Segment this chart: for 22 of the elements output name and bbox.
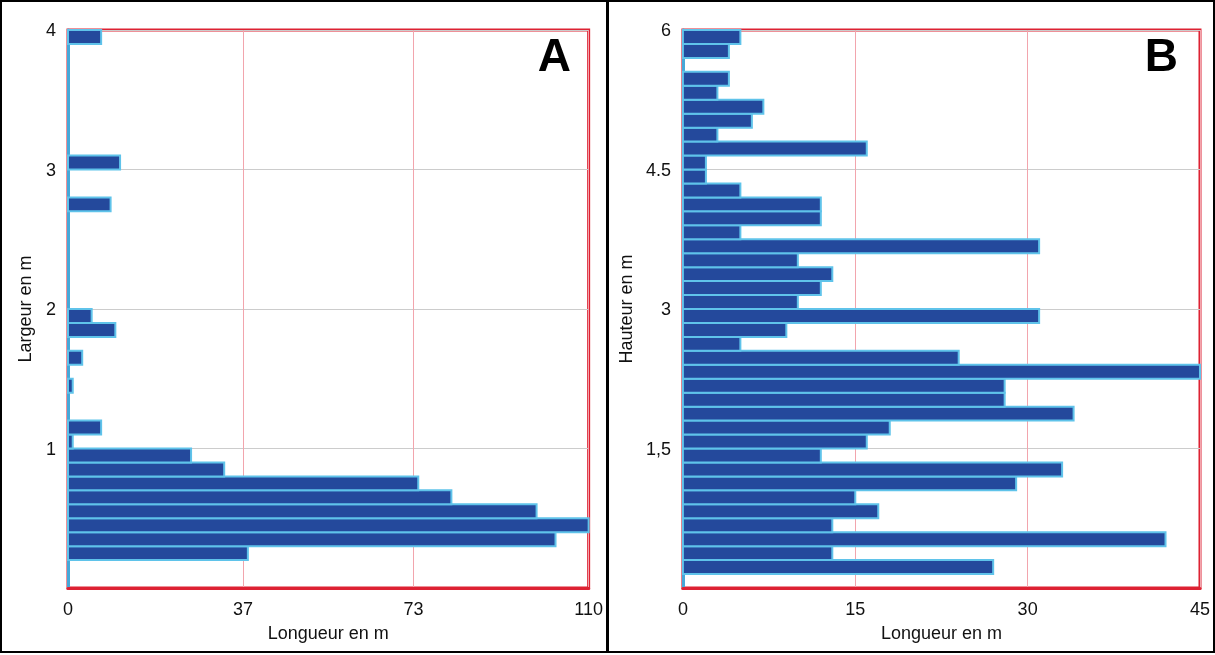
y-tick-label: 3 bbox=[45, 159, 56, 180]
x-tick-label: 30 bbox=[1017, 599, 1038, 619]
annotation: A bbox=[537, 29, 572, 81]
annotation: B bbox=[1144, 29, 1179, 81]
y-tick-label: 2 bbox=[45, 299, 56, 319]
x-tick-label: 37 bbox=[233, 599, 254, 619]
y-tick-label: 1,5 bbox=[645, 438, 671, 459]
x-tick-label: 73 bbox=[403, 599, 424, 619]
y-tick-label: 3 bbox=[660, 299, 671, 319]
x-tick-label: 110 bbox=[574, 599, 603, 619]
x-axis-title: Longueur en m bbox=[880, 623, 1002, 643]
y-tick-label: 1 bbox=[45, 438, 56, 459]
x-tick-label: 15 bbox=[845, 599, 866, 619]
y-tick-label: 6 bbox=[660, 20, 671, 40]
y-tick-label: 4.5 bbox=[645, 159, 671, 180]
y-axis-title: Hauteur en m bbox=[616, 254, 636, 364]
x-tick-label: 0 bbox=[677, 599, 688, 619]
y-tick-label: 4 bbox=[45, 20, 56, 40]
y-axis-title: Largeur en m bbox=[15, 255, 35, 363]
x-tick-label: 0 bbox=[62, 599, 74, 619]
x-axis-title: Longueur en m bbox=[267, 623, 389, 643]
x-tick-label: 45 bbox=[1189, 599, 1210, 619]
